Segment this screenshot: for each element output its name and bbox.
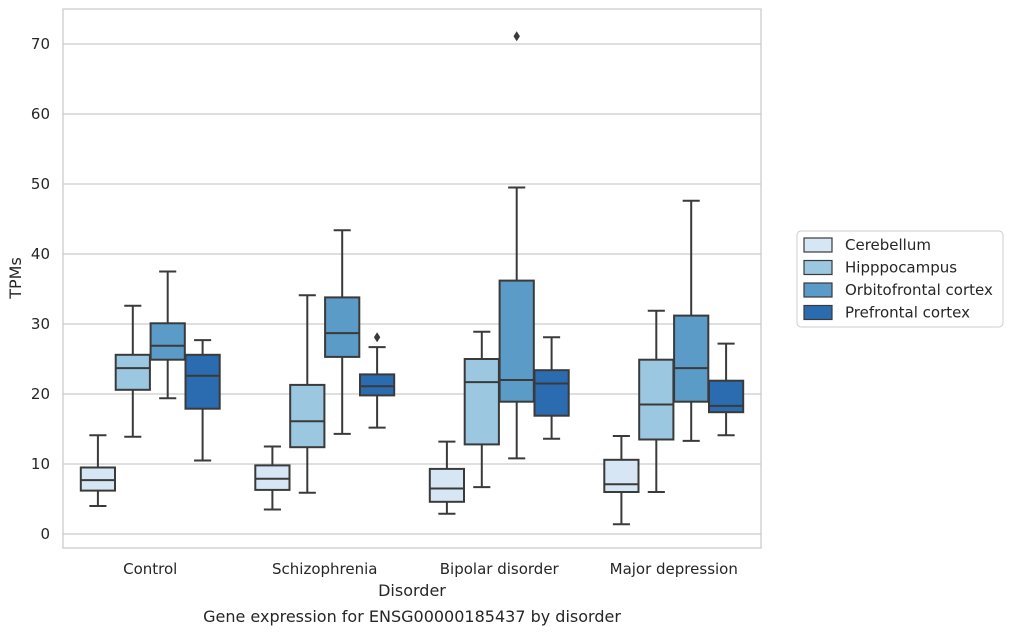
legend-label: Cerebellum [845, 236, 931, 254]
box-plot [603, 435, 640, 526]
x-tick-label: Bipolar disorder [440, 560, 560, 578]
box-plot [498, 31, 535, 460]
x-tick-label: Control [123, 560, 177, 578]
box-plot [463, 330, 500, 489]
box-iqr [428, 467, 466, 503]
legend-swatch [803, 259, 833, 276]
legend: Cerebellum Hipppocampus Orbitofrontal cort… [796, 230, 1004, 328]
box-iqr [254, 464, 291, 491]
y-tick-label: 50 [31, 175, 50, 193]
y-tick-label: 20 [31, 385, 50, 403]
plot-boxes [79, 31, 745, 526]
y-tick-label: 10 [31, 455, 50, 473]
x-tick-labels: Control Schizophrenia Bipolar disorder Majo… [123, 560, 738, 578]
box-plot [673, 199, 710, 442]
box-plot [254, 445, 291, 511]
box-iqr [707, 379, 745, 414]
box-iqr [324, 296, 361, 358]
legend-items: Cerebellum Hipppocampus Orbitofrontal cort… [803, 236, 993, 322]
box-iqr [79, 466, 117, 492]
legend-swatch [803, 237, 833, 253]
box-plot [79, 434, 117, 507]
box-iqr [603, 458, 640, 493]
box-iqr [463, 358, 500, 446]
legend-swatch [803, 282, 833, 298]
legend-swatch [803, 304, 833, 321]
legend-label: Prefrontal cortex [845, 304, 970, 322]
box-iqr [673, 314, 710, 403]
legend-label: Hipppocampus [845, 259, 957, 277]
box-plot [324, 229, 361, 435]
x-tick-label: Schizophrenia [272, 560, 377, 578]
legend-frame [796, 230, 1004, 328]
x-tick-label: Major depression [610, 560, 738, 578]
box-plot [428, 440, 466, 515]
box-iqr [149, 322, 186, 361]
y-tick-label: 40 [31, 245, 50, 263]
box-iqr [638, 358, 675, 441]
legend-item: Cerebellum [803, 236, 931, 254]
y-tick-label: 60 [31, 105, 50, 123]
box-plot [289, 294, 326, 494]
box-iqr [184, 353, 221, 410]
outlier-point [513, 31, 520, 42]
box-iqr [289, 383, 326, 449]
legend-item: Hipppocampus [803, 259, 957, 277]
box-plot [114, 304, 151, 438]
y-tick-label: 70 [31, 35, 50, 53]
y-tick-label: 30 [31, 315, 50, 333]
box-plot [533, 336, 570, 440]
box-iqr [114, 353, 151, 391]
chart-caption: Gene expression for ENSG00000185437 by d… [203, 607, 621, 626]
plot-frame [62, 8, 762, 549]
legend-label: Orbitofrontal cortex [845, 281, 993, 299]
y-tick-labels: 0 10 20 30 40 50 60 70 [31, 35, 50, 543]
box-iqr [533, 369, 570, 417]
box-iqr [358, 373, 396, 397]
y-axis-label: TPMs [6, 257, 25, 300]
y-tick-label: 0 [40, 525, 50, 543]
x-axis-label: Disorder [378, 581, 446, 600]
box-plot [358, 332, 396, 429]
box-iqr [498, 279, 535, 403]
box-plot [707, 342, 745, 437]
outlier-point [373, 332, 381, 343]
box-plot [638, 309, 675, 493]
legend-item: Prefrontal cortex [803, 304, 970, 322]
box-plot [184, 339, 221, 462]
box-plot [149, 270, 186, 400]
legend-item: Orbitofrontal cortex [803, 281, 993, 299]
